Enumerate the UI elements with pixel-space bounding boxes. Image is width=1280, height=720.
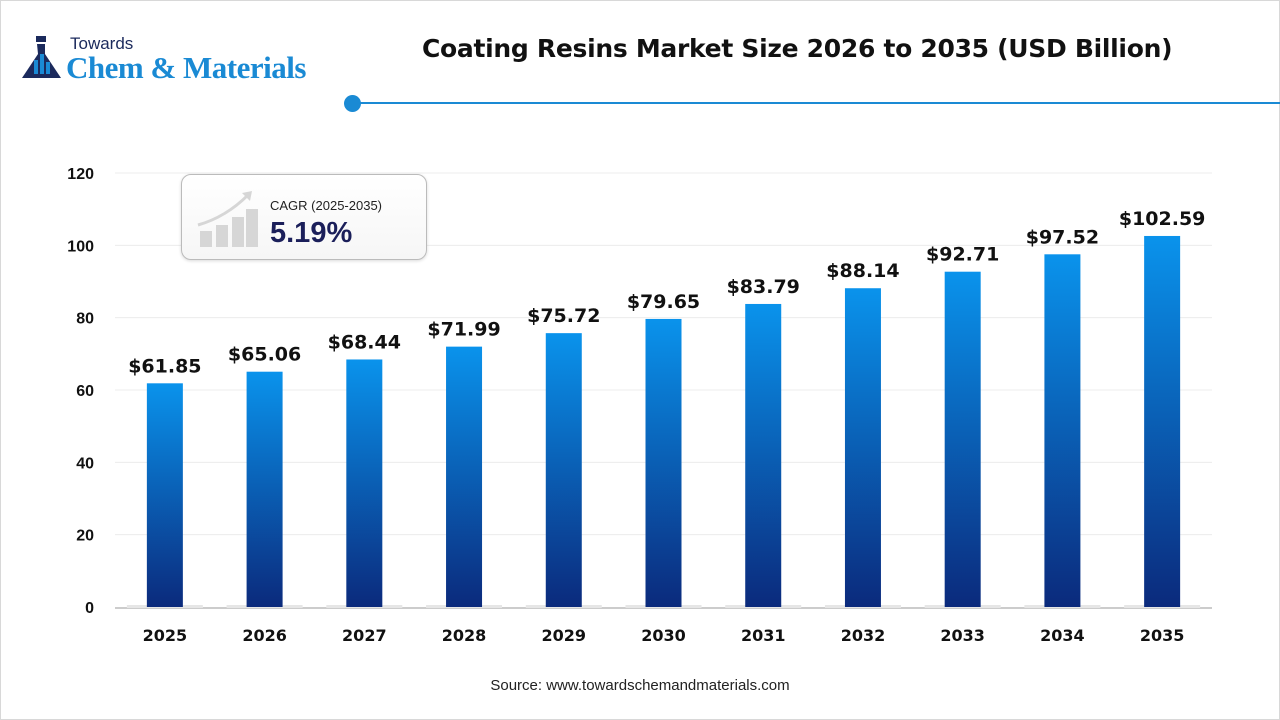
- bar-2035: [1144, 235, 1181, 607]
- x-tick-label: 2028: [442, 626, 487, 645]
- y-tick-label: 0: [85, 600, 94, 617]
- cagr-label: CAGR (2025-2035): [270, 198, 382, 213]
- y-tick-label: 120: [67, 166, 94, 183]
- x-tick-label: 2031: [741, 626, 786, 645]
- logo-line1: Towards: [70, 34, 134, 53]
- bar-2028: [446, 346, 483, 607]
- bar-2031: [745, 303, 782, 607]
- bar-2033: [944, 271, 981, 607]
- bar-2034: [1044, 254, 1081, 607]
- x-tick-label: 2034: [1040, 626, 1085, 645]
- title-divider: [352, 102, 1280, 104]
- x-tick-label: 2035: [1140, 626, 1185, 645]
- flask-icon: [22, 36, 61, 78]
- x-tick-label: 2032: [841, 626, 886, 645]
- divider-dot: [344, 95, 361, 112]
- y-tick-label: 60: [76, 383, 94, 400]
- growth-chart-icon: [197, 191, 258, 247]
- x-tick-label: 2030: [641, 626, 686, 645]
- data-label: $68.44: [328, 331, 401, 353]
- data-label: $71.99: [427, 319, 500, 341]
- chart-title: Coating Resins Market Size 2026 to 2035 …: [422, 34, 1173, 63]
- cagr-callout: CAGR (2025-2035) 5.19%: [181, 174, 427, 260]
- x-tick-label: 2029: [542, 626, 587, 645]
- data-label: $102.59: [1119, 208, 1206, 230]
- data-label: $79.65: [627, 291, 700, 313]
- y-tick-label: 80: [76, 311, 94, 328]
- bar-2032: [844, 288, 881, 607]
- data-label: $61.85: [128, 355, 201, 377]
- data-label: $97.52: [1026, 226, 1099, 248]
- x-tick-label: 2026: [242, 626, 287, 645]
- y-tick-label: 20: [76, 528, 94, 545]
- x-tick-label: 2027: [342, 626, 387, 645]
- bar-2030: [645, 318, 682, 607]
- data-label: $75.72: [527, 305, 600, 327]
- bar-2026: [246, 371, 283, 607]
- bar-2029: [545, 333, 582, 607]
- x-tick-label: 2033: [940, 626, 985, 645]
- cagr-value: 5.19%: [270, 217, 353, 249]
- y-tick-label: 100: [67, 238, 94, 255]
- data-label: $92.71: [926, 244, 999, 266]
- data-label: $65.06: [228, 344, 301, 366]
- x-tick-label: 2025: [143, 626, 188, 645]
- bar-2025: [146, 383, 183, 607]
- bar-2027: [346, 359, 383, 607]
- source-note: Source: www.towardschemandmaterials.com: [490, 677, 790, 694]
- logo-line2: Chem & Materials: [66, 50, 306, 85]
- y-tick-label: 40: [76, 455, 94, 472]
- data-label: $88.14: [826, 260, 899, 282]
- data-label: $83.79: [727, 276, 800, 298]
